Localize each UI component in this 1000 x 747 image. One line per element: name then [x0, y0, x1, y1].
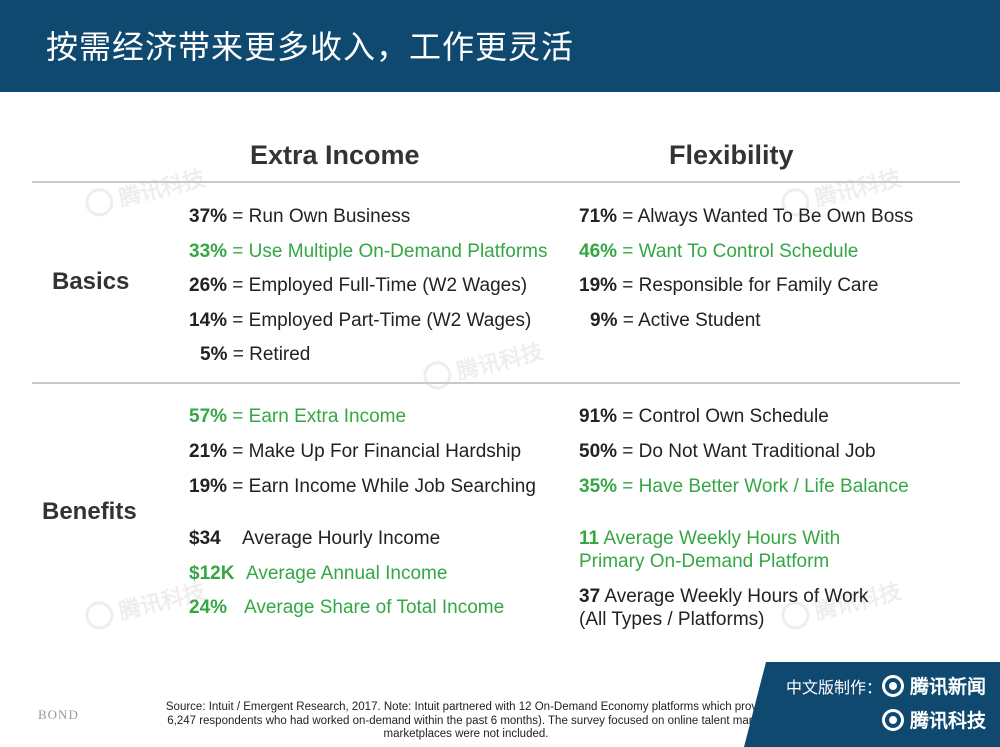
stat-item: 26% = Employed Full-Time (W2 Wages): [189, 275, 528, 296]
stat-item: 37% = Run Own Business: [189, 206, 411, 227]
tencent-logo-icon: [881, 674, 904, 697]
watermark-logo-icon: [82, 185, 117, 220]
badge-line-tech: 腾讯科技: [881, 706, 986, 733]
stat-label: Average Annual Income: [246, 563, 448, 584]
title-bar: 按需经济带来更多收入，工作更灵活: [0, 0, 1000, 92]
stat-label: Average Share of Total Income: [244, 597, 505, 618]
stat-item: 91% = Control Own Schedule: [579, 406, 829, 427]
stat-item: 24%: [189, 597, 228, 618]
watermark: 腾讯科技: [420, 334, 546, 395]
stat-item: 33% = Use Multiple On-Demand Platforms: [189, 241, 548, 262]
tencent-logo-icon: [881, 708, 904, 731]
credit-badge: 中文版制作： 腾讯新闻 腾讯科技: [744, 662, 1000, 747]
stat-item: 19% = Responsible for Family Care: [579, 275, 879, 296]
divider: [32, 382, 960, 384]
badge-line-news: 中文版制作： 腾讯新闻: [785, 674, 986, 698]
stat-item: 21% = Make Up For Financial Hardship: [189, 441, 522, 462]
stat-item: 35% = Have Better Work / Life Balance: [579, 476, 909, 497]
column-header-flexibility: Flexibility: [669, 140, 794, 170]
stat-item: 71% = Always Wanted To Be Own Boss: [579, 206, 914, 227]
stat-label: Average Hourly Income: [242, 528, 441, 549]
bond-logo: BOND: [38, 707, 79, 722]
stat-item: 57% = Earn Extra Income: [189, 406, 407, 427]
stat-item: 5% = Retired: [200, 344, 311, 365]
stat-item: 46% = Want To Control Schedule: [579, 241, 859, 262]
row-label-basics: Basics: [52, 268, 130, 295]
stat-item: 19% = Earn Income While Job Searching: [189, 476, 536, 497]
divider: [32, 181, 960, 183]
row-label-benefits: Benefits: [42, 498, 137, 525]
stat-item: 50% = Do Not Want Traditional Job: [579, 441, 876, 462]
column-header-extra-income: Extra Income: [250, 140, 420, 170]
stat-item: $12K: [189, 563, 235, 584]
stat-item: 11 Average Weekly Hours With: [579, 528, 841, 549]
source-note: Source: Intuit / Emergent Research, 2017…: [165, 701, 767, 740]
watermark-logo-icon: [420, 358, 455, 393]
stat-item: $34: [189, 528, 221, 549]
watermark-logo-icon: [82, 598, 117, 633]
stat-item: 14% = Employed Part-Time (W2 Wages): [189, 310, 532, 331]
page-title: 按需经济带来更多收入，工作更灵活: [46, 28, 575, 66]
stat-item-continued: (All Types / Platforms): [579, 609, 765, 630]
stat-item: 9% = Active Student: [590, 310, 761, 331]
stat-item: 37 Average Weekly Hours of Work: [579, 586, 869, 607]
stat-item-continued: Primary On-Demand Platform: [579, 551, 830, 572]
